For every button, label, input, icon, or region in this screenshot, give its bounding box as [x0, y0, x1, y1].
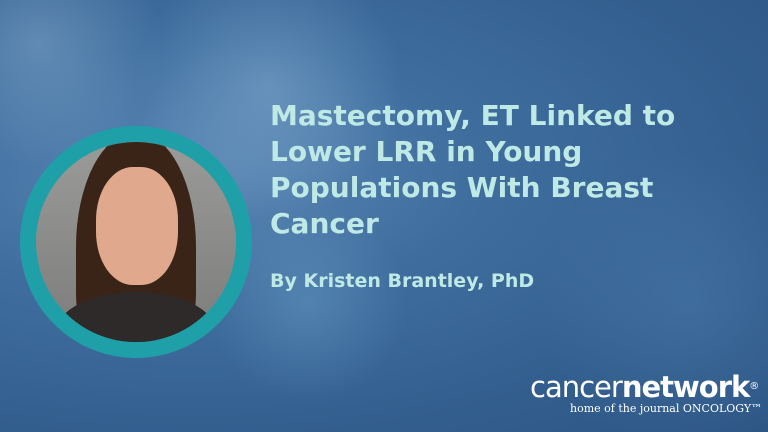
logo-tagline: home of the journal ONCOLOGY™ — [570, 402, 763, 415]
author-portrait — [36, 142, 236, 342]
cancernetwork-logo: cancernetwork® home of the journal ONCOL… — [530, 372, 762, 415]
portrait-face — [96, 167, 178, 285]
byline: By Kristen Brantley, PhD — [270, 270, 535, 292]
logo-reg: ® — [749, 381, 759, 392]
headline: Mastectomy, ET Linked to Lower LRR in Yo… — [270, 99, 676, 240]
logo-part2: network — [621, 370, 750, 404]
logo-part1: cancer — [530, 370, 623, 404]
